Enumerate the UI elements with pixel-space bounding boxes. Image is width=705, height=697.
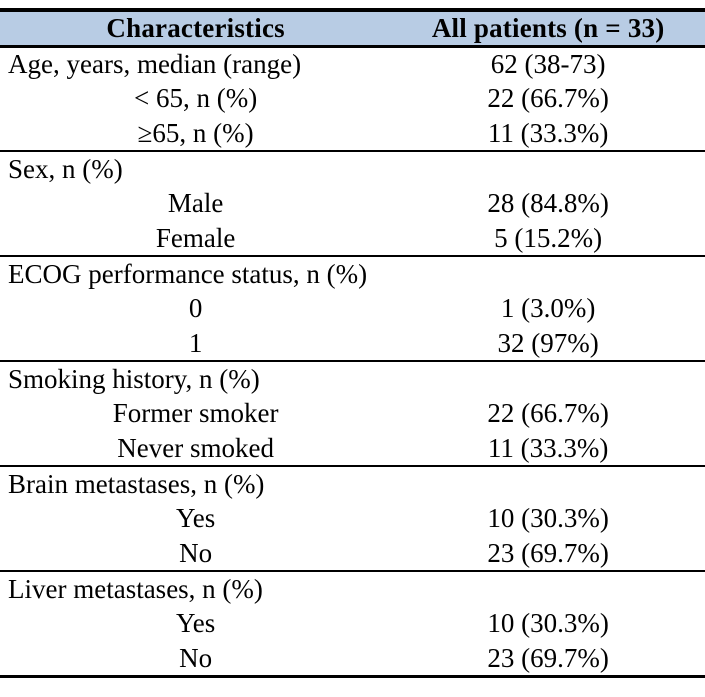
row-label: ECOG performance status, n (%) (0, 255, 392, 291)
row-value: 62 (38-73) (490, 49, 606, 80)
row-label: Former smoker (112, 398, 279, 429)
row-label: 1 (188, 327, 203, 358)
row-label: Smoking history, n (%) (0, 360, 392, 396)
table-row-liver-metastases: Liver metastases, n (%) (0, 570, 705, 606)
row-label: Sex, n (%) (0, 150, 392, 186)
table-body: Age, years, median (range) 62 (38-73) < … (0, 46, 705, 676)
table-row-liver-no: No 23 (69.7%) (0, 641, 705, 676)
row-value (391, 465, 705, 501)
table-row-brain-metastases: Brain metastases, n (%) (0, 465, 705, 501)
table-row-sex-male: Male 28 (84.8%) (0, 186, 705, 221)
table-row-brain-yes: Yes 10 (30.3%) (0, 501, 705, 536)
column-header-all-patients: All patients (n = 33) (391, 10, 705, 48)
column-header-characteristics: Characteristics (0, 10, 392, 48)
table-row-smoking: Smoking history, n (%) (0, 360, 705, 396)
row-label: Female (155, 222, 236, 253)
table-row-age-under65: < 65, n (%) 22 (66.7%) (0, 81, 705, 116)
row-value: 23 (69.7%) (487, 537, 609, 568)
header-row: Characteristics All patients (n = 33) (0, 10, 705, 48)
row-value: 11 (33.3%) (487, 432, 609, 463)
table-row-ecog-1: 1 32 (97%) (0, 326, 705, 361)
row-label: Never smoked (117, 432, 274, 463)
patient-characteristics-table: Characteristics All patients (n = 33) Ag… (0, 8, 705, 678)
row-value: 22 (66.7%) (487, 83, 609, 114)
table-row-sex-female: Female 5 (15.2%) (0, 221, 705, 256)
table-row-age: Age, years, median (range) 62 (38-73) (0, 46, 705, 81)
row-label: 0 (188, 293, 203, 324)
table-row-smoking-never: Never smoked 11 (33.3%) (0, 431, 705, 466)
row-label: Male (167, 188, 224, 219)
table-header: Characteristics All patients (n = 33) (0, 10, 705, 48)
row-value (391, 360, 705, 396)
table-row-age-over65: ≥65, n (%) 11 (33.3%) (0, 116, 705, 151)
row-value: 1 (3.0%) (500, 293, 596, 324)
table-row-smoking-former: Former smoker 22 (66.7%) (0, 396, 705, 431)
row-value (391, 255, 705, 291)
row-value: 10 (30.3%) (487, 503, 609, 534)
row-value: 32 (97%) (497, 327, 599, 358)
table-row-ecog-0: 0 1 (3.0%) (0, 291, 705, 326)
row-label: Yes (175, 503, 216, 534)
table-row-liver-yes: Yes 10 (30.3%) (0, 606, 705, 641)
row-value (391, 570, 705, 606)
row-value: 28 (84.8%) (487, 188, 609, 219)
row-value: 11 (33.3%) (487, 117, 609, 148)
row-value: 22 (66.7%) (487, 398, 609, 429)
row-label: No (179, 642, 213, 673)
row-label: Liver metastases, n (%) (0, 570, 392, 606)
row-label: No (179, 537, 213, 568)
row-label: < 65, n (%) (134, 83, 258, 114)
row-label: Yes (175, 608, 216, 639)
row-value: 23 (69.7%) (487, 642, 609, 673)
table-row-ecog: ECOG performance status, n (%) (0, 255, 705, 291)
row-label: Brain metastases, n (%) (0, 465, 392, 501)
row-label: Age, years, median (range) (8, 49, 302, 80)
row-label: ≥65, n (%) (137, 117, 254, 148)
row-value: 10 (30.3%) (487, 608, 609, 639)
table-row-brain-no: No 23 (69.7%) (0, 536, 705, 571)
row-value (391, 150, 705, 186)
row-value: 5 (15.2%) (494, 222, 603, 253)
table-row-sex: Sex, n (%) (0, 150, 705, 186)
